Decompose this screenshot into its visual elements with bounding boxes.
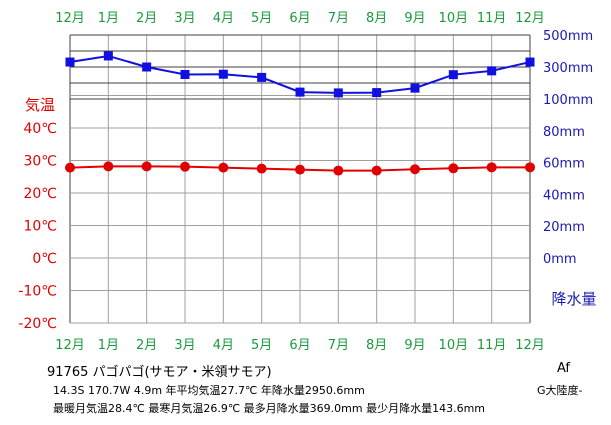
precipitation-point xyxy=(487,66,497,76)
precipitation-tick-label: 500mm xyxy=(543,29,593,44)
temperature-point xyxy=(486,162,497,173)
month-label-bottom: 10月 xyxy=(439,338,469,353)
month-label-bottom: 12月 xyxy=(55,338,85,353)
temperature-tick-label: -20℃ xyxy=(18,316,57,332)
precipitation-tick-label: 100mm xyxy=(543,93,593,108)
month-label-top: 9月 xyxy=(404,11,425,26)
month-label-top: 10月 xyxy=(439,11,469,26)
precipitation-point xyxy=(295,87,305,97)
month-label-top: 12月 xyxy=(515,11,545,26)
temperature-axis-title: 気温 xyxy=(25,96,55,114)
month-label-top: 8月 xyxy=(366,11,387,26)
month-label-top: 12月 xyxy=(55,11,85,26)
temperature-tick-label: 30℃ xyxy=(23,154,57,170)
month-label-bottom: 6月 xyxy=(289,338,310,353)
month-label-top: 3月 xyxy=(174,11,195,26)
chart-grid xyxy=(69,34,531,324)
continentality-label: G大陸度- xyxy=(537,384,583,397)
month-label-bottom: 9月 xyxy=(404,338,425,353)
precipitation-tick-label: 40mm xyxy=(543,188,585,203)
temperature-point xyxy=(525,162,535,173)
precipitation-point xyxy=(333,88,343,98)
month-label-top: 1月 xyxy=(98,11,119,26)
station-extremes-summary: 最暖月気温28.4℃ 最寒月気温26.9℃ 最多月降水量369.0mm 最少月降… xyxy=(53,402,486,415)
month-label-bottom: 4月 xyxy=(213,338,234,353)
temperature-point xyxy=(333,165,344,176)
temperature-tick-label: -10℃ xyxy=(18,284,57,300)
precipitation-tick-label: 300mm xyxy=(543,61,593,76)
precipitation-tick-label: 60mm xyxy=(543,157,585,172)
temperature-point xyxy=(410,164,420,175)
climate-classification: Af xyxy=(557,361,571,376)
temperature-point xyxy=(103,161,114,172)
temperature-point xyxy=(256,163,267,174)
temperature-tick-label: 40℃ xyxy=(23,121,57,137)
precipitation-tick-label: 20mm xyxy=(543,220,585,235)
month-label-top: 6月 xyxy=(289,11,310,26)
month-label-bottom: 3月 xyxy=(174,338,195,353)
month-label-bottom: 5月 xyxy=(251,338,272,353)
station-location-summary: 14.3S 170.7W 4.9m 年平均気温27.7℃ 年降水量2950.6m… xyxy=(53,384,365,397)
temperature-tick-label: 10℃ xyxy=(23,219,57,235)
month-label-bottom: 8月 xyxy=(366,338,387,353)
precipitation-point xyxy=(257,72,267,82)
temperature-point xyxy=(141,161,152,172)
precipitation-tick-label: 0mm xyxy=(543,252,577,267)
temperature-tick-label: 20℃ xyxy=(23,186,57,202)
month-label-bottom: 7月 xyxy=(328,338,349,353)
temperature-point xyxy=(180,161,190,172)
month-label-bottom: 11月 xyxy=(477,338,507,353)
precipitation-point xyxy=(180,70,190,80)
month-label-top: 2月 xyxy=(136,11,157,26)
precipitation-point xyxy=(103,51,113,61)
temperature-point xyxy=(65,162,75,173)
precipitation-point xyxy=(525,57,535,67)
precipitation-point xyxy=(218,69,228,79)
precipitation-point xyxy=(410,83,420,93)
chart-series xyxy=(65,51,535,176)
month-label-bottom: 12月 xyxy=(515,338,545,353)
precipitation-tick-label: 80mm xyxy=(543,125,585,140)
station-title: 91765 パゴパゴ(サモア・米領サモア) xyxy=(47,365,272,380)
month-label-top: 4月 xyxy=(213,11,234,26)
month-label-top: 5月 xyxy=(251,11,272,26)
precipitation-point xyxy=(448,70,458,80)
precipitation-point xyxy=(65,57,75,67)
temperature-point xyxy=(295,164,305,175)
axis-labels: 12月 12月 1月 1月 2月 2月 3月 3月 4月 4月 5月 5月 6月 6月 7月 7月 8月 8月 9月… xyxy=(18,11,596,353)
precipitation-axis-title: 降水量 xyxy=(551,290,596,308)
month-label-bottom: 2月 xyxy=(136,338,157,353)
month-label-top: 11月 xyxy=(477,11,507,26)
month-label-bottom: 1月 xyxy=(98,338,119,353)
month-label-top: 7月 xyxy=(328,11,349,26)
temperature-point xyxy=(218,162,229,173)
temperature-point xyxy=(371,165,382,176)
precipitation-point xyxy=(372,88,382,98)
temperature-tick-label: 0℃ xyxy=(32,251,57,267)
precipitation-point xyxy=(142,62,152,72)
temperature-point xyxy=(448,163,459,174)
